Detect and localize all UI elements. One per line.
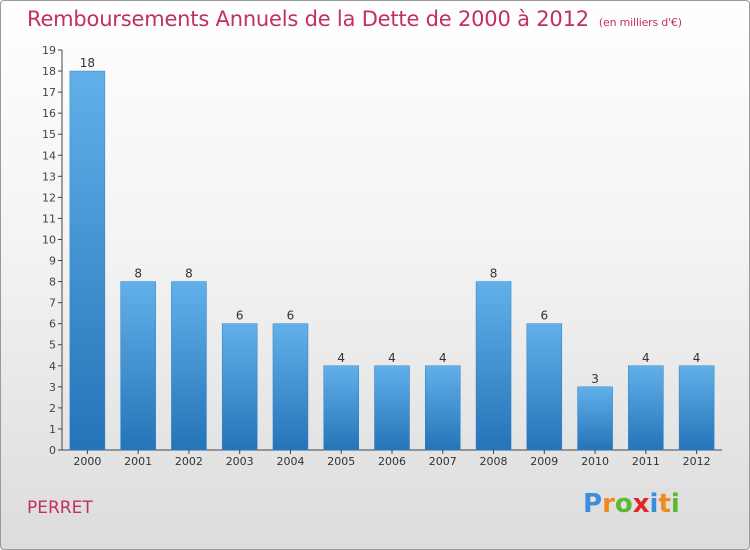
bar-value-label: 18	[80, 56, 95, 70]
x-tick-label: 2000	[73, 455, 101, 468]
bar-value-label: 4	[388, 351, 396, 365]
bar-value-label: 4	[642, 351, 650, 365]
y-tick-label: 2	[49, 402, 56, 415]
x-tick-label: 2006	[378, 455, 406, 468]
y-tick-label: 14	[42, 149, 56, 162]
bar-value-label: 4	[439, 351, 447, 365]
bar-value-label: 8	[134, 267, 142, 281]
y-tick-label: 6	[49, 318, 56, 331]
chart-subtitle: (en milliers d'€)	[598, 16, 682, 29]
y-tick-label: 0	[49, 444, 56, 457]
bar	[526, 323, 563, 451]
bar	[475, 281, 512, 451]
y-tick-label: 1	[49, 423, 56, 436]
bar	[272, 323, 309, 451]
x-tick-label: 2002	[175, 455, 203, 468]
x-tick-label: 2011	[632, 455, 660, 468]
bar-value-label: 6	[540, 309, 548, 323]
bar-value-label: 6	[236, 309, 244, 323]
chart-title: Remboursements Annuels de la Dette de 20…	[27, 7, 682, 31]
bar-value-label: 8	[490, 267, 498, 281]
logo-letter: r	[602, 489, 615, 519]
x-tick-label: 2001	[124, 455, 152, 468]
y-tick-label: 18	[42, 65, 56, 78]
x-tick-label: 2012	[683, 455, 711, 468]
bar-value-label: 8	[185, 267, 193, 281]
bar	[120, 281, 156, 451]
logo-letter: x	[632, 489, 650, 519]
bar	[678, 365, 715, 451]
x-tick-label: 2007	[429, 455, 457, 468]
y-tick-label: 3	[49, 381, 56, 394]
y-tick-label: 16	[42, 107, 56, 120]
logo-letter: i	[670, 489, 680, 519]
bar	[628, 365, 664, 451]
x-tick-label: 2008	[480, 455, 508, 468]
y-tick-label: 19	[42, 44, 56, 57]
bar	[69, 70, 106, 451]
bar-value-label: 4	[337, 351, 345, 365]
proxiti-logo: Proxiti	[583, 489, 680, 519]
x-tick-label: 2003	[226, 455, 254, 468]
y-tick-label: 12	[42, 191, 56, 204]
bar	[171, 281, 207, 451]
y-tick-label: 4	[49, 360, 56, 373]
bar	[374, 365, 410, 451]
bar	[577, 386, 613, 451]
y-tick-label: 10	[42, 233, 56, 246]
y-tick-label: 9	[49, 255, 56, 268]
bar-value-label: 4	[693, 351, 701, 365]
x-tick-label: 2004	[276, 455, 304, 468]
bar	[323, 365, 359, 451]
x-tick-label: 2009	[530, 455, 558, 468]
bar-value-label: 6	[287, 309, 295, 323]
bar	[425, 365, 461, 451]
logo-letter: P	[583, 489, 603, 519]
logo-letter: o	[614, 489, 633, 519]
y-tick-label: 8	[49, 276, 56, 289]
y-tick-label: 11	[42, 212, 56, 225]
town-name: PERRET	[27, 498, 93, 518]
bar	[221, 323, 258, 451]
title-text: Remboursements Annuels de la Dette de 20…	[27, 7, 589, 31]
bar-value-label: 3	[591, 372, 599, 386]
y-tick-label: 7	[49, 297, 56, 310]
logo-letter: t	[658, 489, 671, 519]
x-tick-label: 2005	[327, 455, 355, 468]
y-tick-label: 17	[42, 86, 56, 99]
y-tick-label: 13	[42, 170, 56, 183]
logo-letter: i	[649, 489, 659, 519]
y-tick-label: 5	[49, 339, 56, 352]
y-tick-label: 15	[42, 128, 56, 141]
x-tick-label: 2010	[581, 455, 609, 468]
